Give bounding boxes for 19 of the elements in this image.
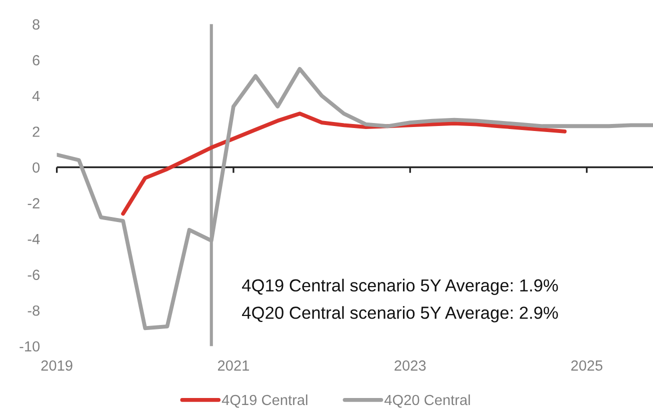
y-tick-label: -10 [20,341,40,352]
annotation: 4Q20 Central scenario 5Y Average: 2.9% [242,306,558,322]
y-tick-label: 4 [32,90,40,102]
y-tick-label: -6 [28,270,40,280]
annotation: 4Q19 Central scenario 5Y Average: 1.9% [242,278,558,295]
y-tick-label: -2 [28,198,40,208]
y-tick-label: 6 [32,55,40,66]
line-series [121,112,567,216]
y-tick-label: 8 [32,19,40,30]
y-tick-label: -8 [28,305,40,316]
legend-label: 4Q20 Central [384,394,470,408]
legend-label: 4Q19 Central [222,394,308,408]
y-tick-label: 2 [32,126,40,137]
x-tick-label: 2025 [571,360,602,371]
y-tick-label: -4 [28,234,40,244]
x-tick-label: 2019 [41,360,72,371]
x-tick-label: 2021 [218,360,249,371]
x-tick-label: 2023 [394,360,426,371]
y-tick-label: 0 [32,162,40,173]
